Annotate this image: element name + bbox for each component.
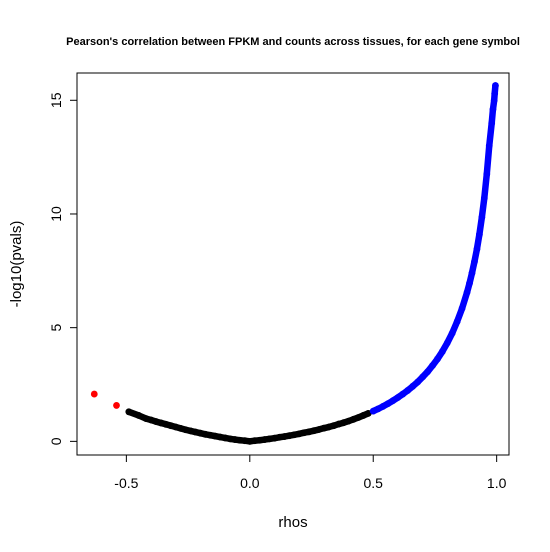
series-band-blue — [369, 82, 499, 415]
series-red — [90, 390, 120, 409]
x-axis: -0.5 0.0 0.5 1.0 — [114, 455, 507, 491]
y-tick-label: 10 — [48, 206, 64, 222]
data-point-red — [90, 390, 98, 398]
series-band-black — [125, 408, 372, 445]
y-axis-label: -log10(pvals) — [8, 221, 25, 308]
points-layer — [90, 82, 499, 445]
y-axis: 0 5 10 15 — [48, 92, 77, 445]
y-tick-label: 0 — [48, 437, 64, 445]
y-tick-label: 5 — [48, 324, 64, 332]
y-tick-label: 15 — [48, 92, 64, 108]
x-tick-label: 0.0 — [240, 475, 260, 491]
x-tick-label: 1.0 — [487, 475, 507, 491]
plot-frame — [76, 72, 510, 456]
x-tick-label: -0.5 — [114, 475, 138, 491]
data-point-red — [113, 402, 120, 409]
x-tick-label: 0.5 — [363, 475, 383, 491]
chart-title: Pearson's correlation between FPKM and c… — [66, 36, 520, 48]
x-axis-label: rhos — [278, 514, 307, 531]
